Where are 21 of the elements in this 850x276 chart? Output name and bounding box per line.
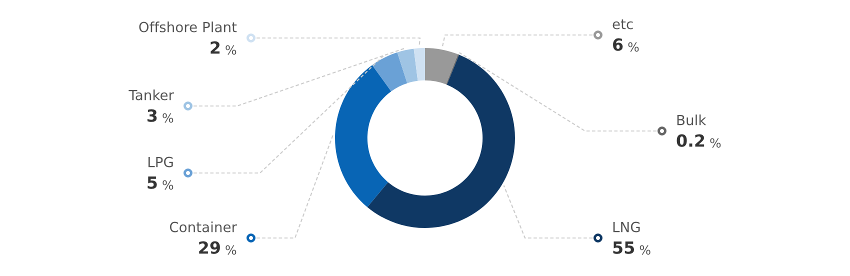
donut-slice xyxy=(397,48,418,84)
slice-label: Bulk xyxy=(677,114,706,126)
data-label: 3 % xyxy=(148,109,174,123)
donut-slice xyxy=(446,54,460,85)
donut-slice xyxy=(425,48,458,84)
slice-label: LPG xyxy=(148,156,173,168)
data-label: 55 % xyxy=(613,242,650,255)
slice-label: Tanker xyxy=(128,90,174,100)
donut-slice xyxy=(372,52,408,92)
data-label: 5 % xyxy=(148,176,174,190)
data-label: 6 % xyxy=(613,38,639,52)
donut-slice xyxy=(367,54,515,228)
data-label: 0.2 % xyxy=(676,134,721,148)
slice-label: etc xyxy=(612,19,633,30)
donut-slice xyxy=(335,65,392,208)
donut-slice xyxy=(414,48,425,81)
data-label: 2 % xyxy=(210,41,236,55)
data-label: 29 % xyxy=(199,241,236,255)
slice-label: Container xyxy=(170,222,237,232)
slice-label: Offshore Plant xyxy=(139,22,237,32)
slice-label: LNG xyxy=(613,222,640,232)
